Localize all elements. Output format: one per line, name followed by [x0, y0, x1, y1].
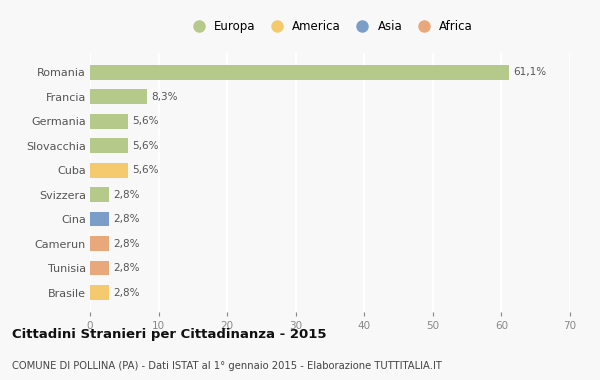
- Bar: [90, 236, 109, 251]
- Text: 5,6%: 5,6%: [133, 116, 159, 126]
- Legend: Europa, America, Asia, Africa: Europa, America, Asia, Africa: [185, 18, 475, 35]
- Bar: [90, 163, 128, 177]
- Bar: [90, 114, 128, 128]
- Bar: [90, 138, 128, 153]
- Text: 8,3%: 8,3%: [151, 92, 178, 102]
- Bar: [90, 285, 109, 300]
- Bar: [90, 187, 109, 202]
- Text: 2,8%: 2,8%: [113, 214, 140, 224]
- Text: Cittadini Stranieri per Cittadinanza - 2015: Cittadini Stranieri per Cittadinanza - 2…: [12, 328, 326, 341]
- Text: 2,8%: 2,8%: [113, 239, 140, 249]
- Text: 61,1%: 61,1%: [513, 67, 546, 77]
- Bar: [90, 212, 109, 226]
- Text: 5,6%: 5,6%: [133, 165, 159, 175]
- Bar: [90, 65, 509, 80]
- Text: 2,8%: 2,8%: [113, 288, 140, 298]
- Text: 2,8%: 2,8%: [113, 190, 140, 200]
- Text: 2,8%: 2,8%: [113, 263, 140, 273]
- Bar: [90, 261, 109, 276]
- Text: COMUNE DI POLLINA (PA) - Dati ISTAT al 1° gennaio 2015 - Elaborazione TUTTITALIA: COMUNE DI POLLINA (PA) - Dati ISTAT al 1…: [12, 361, 442, 370]
- Bar: [90, 89, 147, 104]
- Text: 5,6%: 5,6%: [133, 141, 159, 151]
